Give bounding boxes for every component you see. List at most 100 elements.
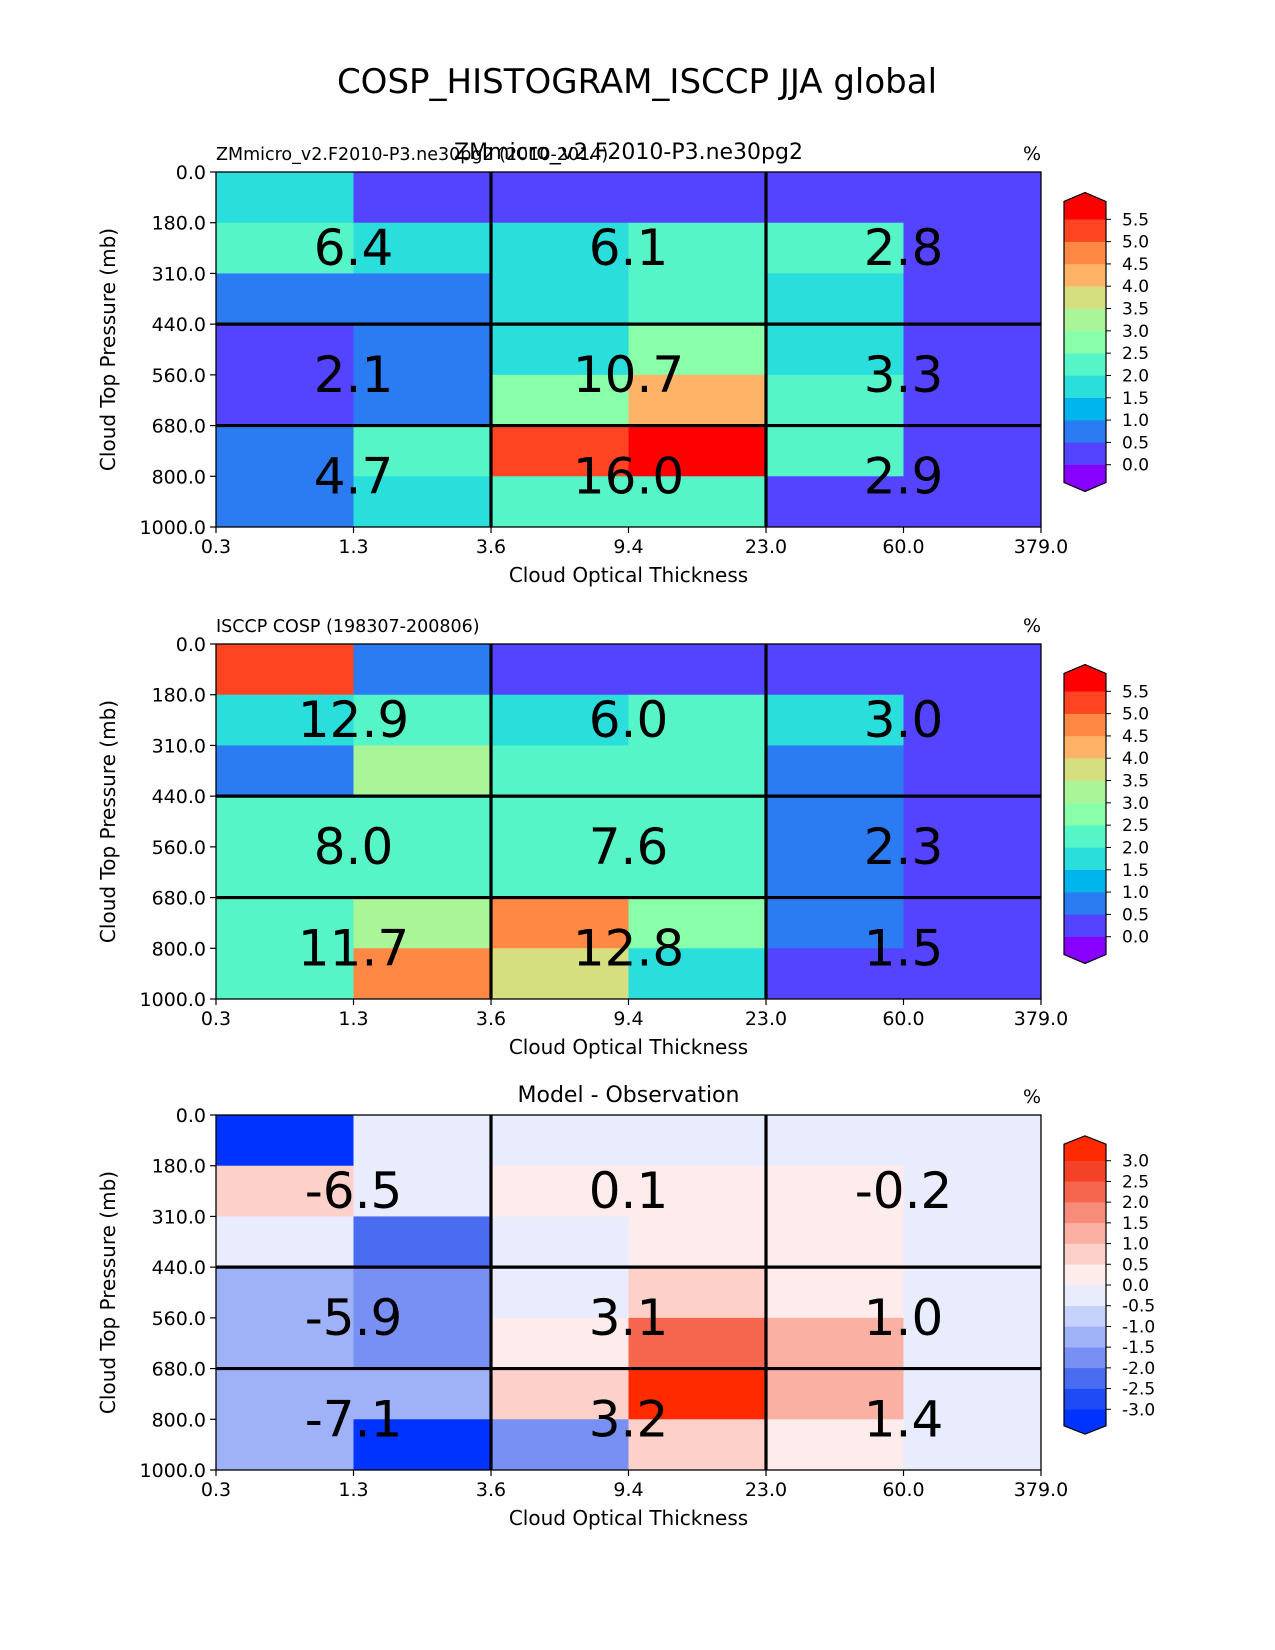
heatmap-cell: [628, 846, 767, 899]
heatmap-cell: [216, 476, 354, 528]
block-value-label: 3.0: [864, 691, 944, 749]
heatmap-cell: [216, 425, 354, 477]
y-tick-label: 440.0: [152, 1257, 206, 1279]
y-tick-label: 680.0: [152, 416, 206, 438]
x-tick-label: 0.3: [201, 1008, 231, 1030]
heatmap-cell: [353, 425, 492, 477]
heatmap-cell: [903, 796, 1042, 848]
heatmap-cell: [903, 1419, 1042, 1471]
colorbar-tick-label: 4.0: [1122, 277, 1149, 297]
heatmap-cell: [491, 1165, 629, 1217]
heatmap-cell: [353, 324, 492, 376]
heatmap-cell: [903, 1267, 1042, 1319]
block-value-label: -0.2: [855, 1162, 953, 1220]
y-tick-label: 680.0: [152, 888, 206, 910]
figure-suptitle: COSP_HISTOGRAM_ISCCP JJA global: [337, 62, 937, 102]
heatmap-cell: [628, 745, 767, 797]
colorbar-segment: [1063, 847, 1107, 871]
heatmap-panel-1: 0.3 1.3 3.6 9.4 23.0 60.0 379.0 0.0 180.0 310.0 44…: [96, 140, 1149, 587]
colorbar-tick-label: 2.5: [1122, 1172, 1149, 1192]
colorbar-tick-label: 2.5: [1122, 344, 1149, 364]
panel-units: %: [1023, 1086, 1041, 1108]
colorbar-tick-label: 1.0: [1122, 411, 1149, 431]
colorbar-tick-label: 4.5: [1122, 255, 1149, 275]
block-value-label: 16.0: [573, 447, 684, 505]
block-value-label: 2.9: [864, 447, 944, 505]
x-tick-label: 9.4: [613, 1008, 643, 1030]
x-tick-label: 379.0: [1014, 1479, 1068, 1501]
y-tick-label: 800.0: [152, 1409, 206, 1431]
heatmap-cell: [216, 1267, 354, 1319]
x-tick-label: 60.0: [882, 536, 924, 558]
colorbar-segment: [1063, 419, 1107, 443]
colorbar-tick-label: -3.0: [1122, 1400, 1155, 1420]
heatmap-cell: [903, 425, 1042, 477]
colorbar-tick-label: 3.5: [1122, 772, 1149, 792]
heatmap-cell: [903, 374, 1042, 427]
heatmap-cell: [766, 644, 904, 696]
heatmap-cell: [353, 1267, 492, 1319]
panel-title-center: ZMmicro_v2.F2010-P3.ne30pg2: [454, 140, 803, 165]
heatmap-cell: [216, 694, 354, 746]
panel-title-left: ISCCP COSP (198307-200806): [216, 617, 480, 637]
y-axis-label: Cloud Top Pressure (mb): [96, 228, 120, 471]
heatmap-cell: [216, 374, 354, 427]
colorbar-segment: [1063, 713, 1107, 737]
heatmap-cell: [903, 1317, 1042, 1370]
x-tick-label: 1.3: [338, 536, 368, 558]
colorbar-tick-label: 3.0: [1122, 1152, 1149, 1172]
heatmap-cell: [216, 1216, 354, 1268]
heatmap-cell: [353, 1115, 492, 1167]
y-tick-label: 800.0: [152, 938, 206, 960]
heatmap-cell: [491, 796, 629, 848]
colorbar-segment: [1063, 1388, 1107, 1410]
colorbar-tick-label: 1.0: [1122, 883, 1149, 903]
y-tick-label: 1000.0: [140, 517, 206, 539]
colorbar-tick-label: 5.5: [1122, 682, 1149, 702]
heatmap-cell: [628, 1267, 767, 1319]
heatmap-cell: [353, 273, 492, 325]
colorbar-segment: [1063, 1264, 1107, 1286]
heatmap-cell: [903, 644, 1042, 696]
colorbar-tick-label: 4.5: [1122, 727, 1149, 747]
heatmap-cell: [628, 222, 767, 274]
heatmap-cell: [766, 846, 904, 899]
colorbar-segment: [1063, 1201, 1107, 1224]
colorbar-segment: [1063, 824, 1107, 848]
colorbar-segment: [1063, 330, 1107, 354]
colorbar-segment: [1063, 1367, 1107, 1389]
heatmap-cell: [766, 172, 904, 224]
x-tick-label: 3.6: [476, 536, 506, 558]
y-tick-label: 180.0: [152, 1156, 206, 1178]
x-tick-label: 60.0: [882, 1479, 924, 1501]
colorbar-tick-label: 2.0: [1122, 838, 1149, 858]
colorbar-outline: [1063, 1135, 1107, 1435]
heatmap-cell: [216, 1165, 354, 1217]
colorbar-tick-label: 0.0: [1122, 456, 1149, 476]
x-tick-label: 9.4: [613, 536, 643, 558]
colorbar-segment: [1063, 891, 1107, 915]
x-tick-label: 23.0: [745, 536, 787, 558]
heatmap-cell: [903, 476, 1042, 528]
colorbar-tick-label: 0.5: [1122, 1255, 1149, 1275]
heatmap-cell: [353, 172, 492, 224]
heatmap-cell: [491, 948, 629, 1000]
block-value-label: -6.5: [305, 1162, 403, 1220]
heatmap-cell: [353, 1216, 492, 1268]
heatmap-cell: [903, 1115, 1042, 1167]
colorbar-segment: [1063, 1346, 1107, 1369]
heatmap-cell: [353, 745, 492, 797]
heatmap-cell: [491, 172, 629, 224]
colorbar-segment: [1063, 1160, 1107, 1182]
heatmap-cell: [766, 222, 904, 274]
panel-title-left: ZMmicro_v2.F2010-P3.ne30pg2 (2010-2014): [216, 145, 608, 165]
colorbar-outline: [1063, 191, 1107, 493]
y-tick-label: 180.0: [152, 213, 206, 235]
colorbar-tick-label: 1.5: [1122, 861, 1149, 881]
heatmap-cell: [766, 745, 904, 797]
heatmap-cell: [628, 1419, 767, 1471]
heatmap-cell: [903, 324, 1042, 376]
colorbar-tick-label: 0.0: [1122, 928, 1149, 948]
heatmap-cell: [903, 948, 1042, 1000]
heatmap-cell: [216, 222, 354, 274]
